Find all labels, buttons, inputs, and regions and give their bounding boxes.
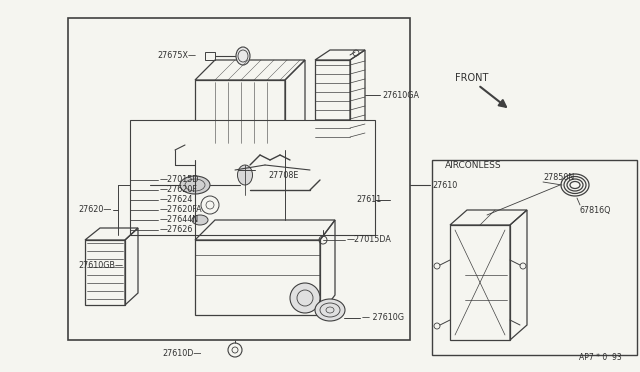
Text: 27611: 27611 <box>356 196 381 205</box>
Text: —27644N: —27644N <box>160 215 199 224</box>
Text: —27015DA: —27015DA <box>347 235 392 244</box>
Text: 27610GA: 27610GA <box>382 90 419 99</box>
Text: —27626: —27626 <box>160 225 193 234</box>
Text: —27620F: —27620F <box>160 186 198 195</box>
Text: —27015D: —27015D <box>160 176 200 185</box>
Text: 27850N: 27850N <box>543 173 574 183</box>
Ellipse shape <box>192 215 208 225</box>
Text: 27610GB—: 27610GB— <box>78 260 123 269</box>
Text: —27620FA: —27620FA <box>160 205 203 215</box>
Bar <box>130 120 375 235</box>
Text: — 27610G: — 27610G <box>362 314 404 323</box>
Text: 27708E: 27708E <box>268 170 298 180</box>
Ellipse shape <box>315 299 345 321</box>
Ellipse shape <box>180 176 210 194</box>
Text: —27624: —27624 <box>160 196 193 205</box>
Circle shape <box>290 283 320 313</box>
Text: 27675X—: 27675X— <box>157 51 196 61</box>
Text: 67816Q: 67816Q <box>580 205 611 215</box>
Text: FRONT: FRONT <box>455 73 488 83</box>
Text: AP7 * 0  93: AP7 * 0 93 <box>579 353 621 362</box>
Text: 27620—: 27620— <box>78 205 111 215</box>
Text: 27610: 27610 <box>432 180 457 189</box>
Ellipse shape <box>236 47 250 65</box>
Text: AIRCONLESS: AIRCONLESS <box>445 160 502 170</box>
Bar <box>432 160 637 355</box>
Bar <box>68 18 410 340</box>
Ellipse shape <box>237 165 253 185</box>
Text: 27610D—: 27610D— <box>162 350 202 359</box>
